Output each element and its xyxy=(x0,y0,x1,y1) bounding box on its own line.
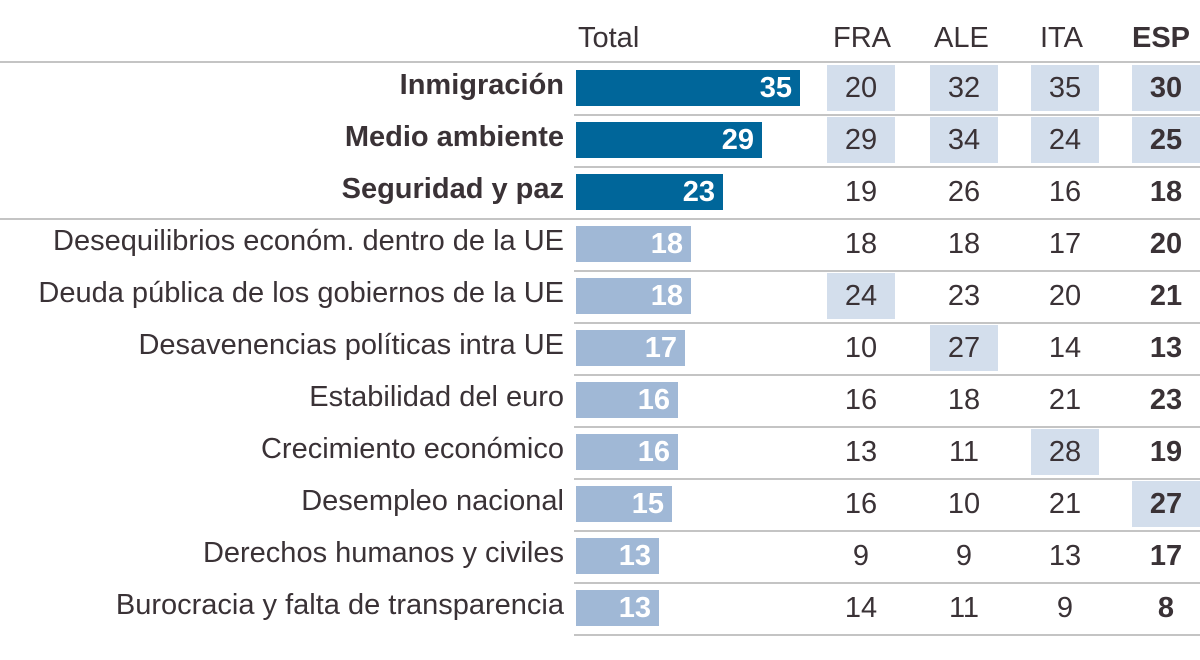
cell-fra: 13 xyxy=(844,436,878,468)
cell-fra: 29 xyxy=(827,117,895,163)
total-bar: 18 xyxy=(576,226,691,262)
cell-ita: 16 xyxy=(1048,176,1082,208)
total-bar-label: 17 xyxy=(644,332,677,364)
total-bar: 29 xyxy=(576,122,762,158)
column-header-fra: FRA xyxy=(833,22,891,54)
total-bar-label: 18 xyxy=(650,228,683,260)
cell-ale: 34 xyxy=(930,117,998,163)
total-bar-label: 23 xyxy=(682,176,715,208)
total-bar: 16 xyxy=(576,434,678,470)
column-header-esp: ESP xyxy=(1132,22,1191,54)
cell-ita: 9 xyxy=(1056,592,1074,624)
cell-esp: 23 xyxy=(1149,384,1183,416)
total-bar: 13 xyxy=(576,538,659,574)
cell-ale: 32 xyxy=(930,65,998,111)
total-bar: 15 xyxy=(576,486,672,522)
total-bar-label: 16 xyxy=(637,436,670,468)
cell-fra: 10 xyxy=(844,332,878,364)
total-bar-label: 13 xyxy=(618,592,651,624)
cell-esp: 20 xyxy=(1149,228,1183,260)
cell-ita: 24 xyxy=(1031,117,1099,163)
row-label: Derechos humanos y civiles xyxy=(202,537,564,569)
total-bar-label: 13 xyxy=(618,540,651,572)
cell-fra: 9 xyxy=(852,540,870,572)
cell-ale: 11 xyxy=(948,592,980,624)
cell-fra: 20 xyxy=(827,65,895,111)
cell-ale: 18 xyxy=(947,384,981,416)
column-header-ale: ALE xyxy=(934,22,989,54)
total-bar: 16 xyxy=(576,382,678,418)
cell-ale: 9 xyxy=(955,540,973,572)
cell-ita: 35 xyxy=(1031,65,1099,111)
cell-ale: 27 xyxy=(930,325,998,371)
total-bar: 18 xyxy=(576,278,691,314)
row-rule xyxy=(574,530,1200,532)
total-bar: 35 xyxy=(576,70,800,106)
cell-ale: 10 xyxy=(947,488,981,520)
row-rule xyxy=(574,478,1200,480)
total-bar-label: 15 xyxy=(631,488,664,520)
row-label: Crecimiento económico xyxy=(260,433,564,465)
total-bar-label: 16 xyxy=(637,384,670,416)
cell-ale: 18 xyxy=(947,228,981,260)
row-rule xyxy=(574,426,1200,428)
row-label: Burocracia y falta de transparencia xyxy=(115,589,564,621)
cell-esp: 18 xyxy=(1149,176,1183,208)
cell-esp: 8 xyxy=(1157,592,1175,624)
cell-esp: 21 xyxy=(1149,280,1183,312)
row-rule xyxy=(0,218,1200,220)
total-bar-label: 18 xyxy=(650,280,683,312)
cell-fra: 24 xyxy=(827,273,895,319)
column-header-ita: ITA xyxy=(1040,22,1083,54)
row-rule xyxy=(574,114,1200,116)
row-label: Seguridad y paz xyxy=(341,173,564,205)
cell-ita: 28 xyxy=(1031,429,1099,475)
cell-esp: 19 xyxy=(1149,436,1183,468)
row-rule xyxy=(574,322,1200,324)
total-bar: 17 xyxy=(576,330,685,366)
cell-fra: 14 xyxy=(844,592,878,624)
cell-esp: 17 xyxy=(1149,540,1183,572)
cell-esp: 27 xyxy=(1132,481,1200,527)
row-rule xyxy=(574,166,1200,168)
cell-ita: 20 xyxy=(1048,280,1082,312)
total-bar: 13 xyxy=(576,590,659,626)
cell-fra: 19 xyxy=(844,176,878,208)
cell-esp: 25 xyxy=(1132,117,1200,163)
header-rule xyxy=(0,61,1200,63)
column-header-total: Total xyxy=(578,22,640,54)
cell-fra: 18 xyxy=(844,228,878,260)
total-bar: 23 xyxy=(576,174,723,210)
cell-ita: 14 xyxy=(1048,332,1082,364)
total-bar-label: 29 xyxy=(721,124,754,156)
row-label: Estabilidad del euro xyxy=(309,381,564,413)
cell-ale: 11 xyxy=(948,436,980,468)
cell-fra: 16 xyxy=(844,384,878,416)
cell-ale: 23 xyxy=(947,280,981,312)
row-rule xyxy=(574,634,1200,636)
cell-ita: 21 xyxy=(1048,488,1082,520)
row-label: Medio ambiente xyxy=(344,121,564,153)
total-bar-label: 35 xyxy=(759,72,792,104)
cell-fra: 16 xyxy=(844,488,878,520)
cell-esp: 30 xyxy=(1132,65,1200,111)
row-rule xyxy=(574,582,1200,584)
row-label: Desempleo nacional xyxy=(301,485,564,517)
cell-ita: 13 xyxy=(1048,540,1082,572)
row-rule xyxy=(574,374,1200,376)
row-label: Inmigración xyxy=(399,69,564,101)
cell-esp: 13 xyxy=(1149,332,1183,364)
cell-ita: 17 xyxy=(1048,228,1082,260)
row-label: Desequilibrios económ. dentro de la UE xyxy=(53,225,564,257)
row-label: Deuda pública de los gobiernos de la UE xyxy=(38,277,564,309)
cell-ita: 21 xyxy=(1048,384,1082,416)
row-label: Desavenencias políticas intra UE xyxy=(138,329,564,361)
cell-ale: 26 xyxy=(947,176,981,208)
row-rule xyxy=(574,270,1200,272)
